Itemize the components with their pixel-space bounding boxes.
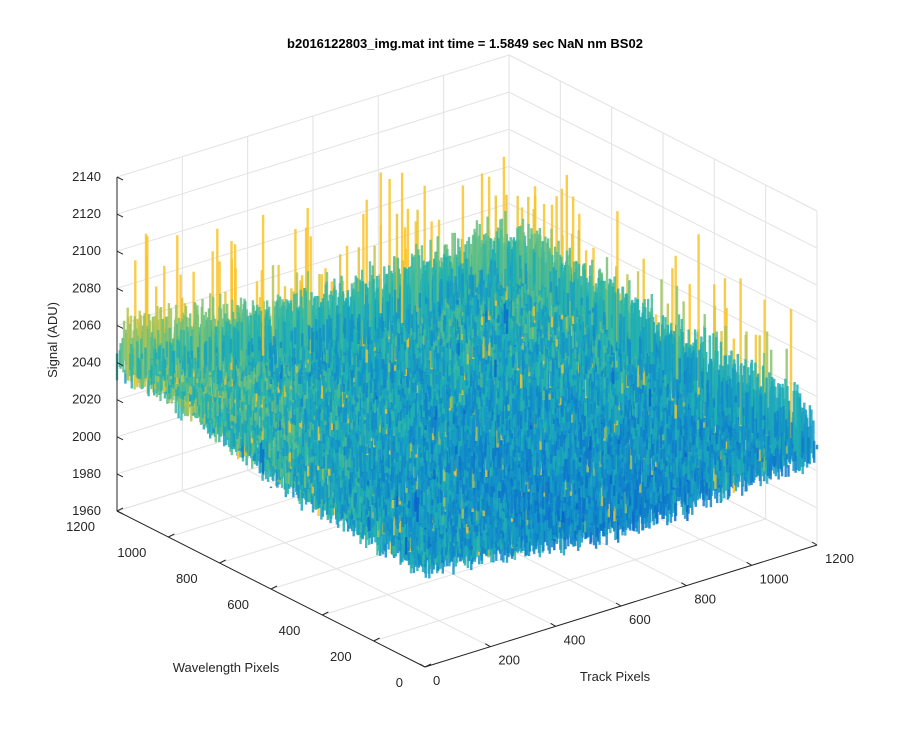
grid-line — [373, 518, 766, 642]
grid-line — [508, 165, 818, 323]
surface-layer — [115, 156, 819, 579]
grid-line — [508, 128, 818, 286]
grid-line — [508, 54, 818, 212]
grid-line — [116, 128, 510, 252]
grid-line — [116, 54, 510, 178]
grid-line — [116, 165, 510, 289]
grid-line — [508, 91, 818, 249]
grid-line — [116, 91, 510, 215]
